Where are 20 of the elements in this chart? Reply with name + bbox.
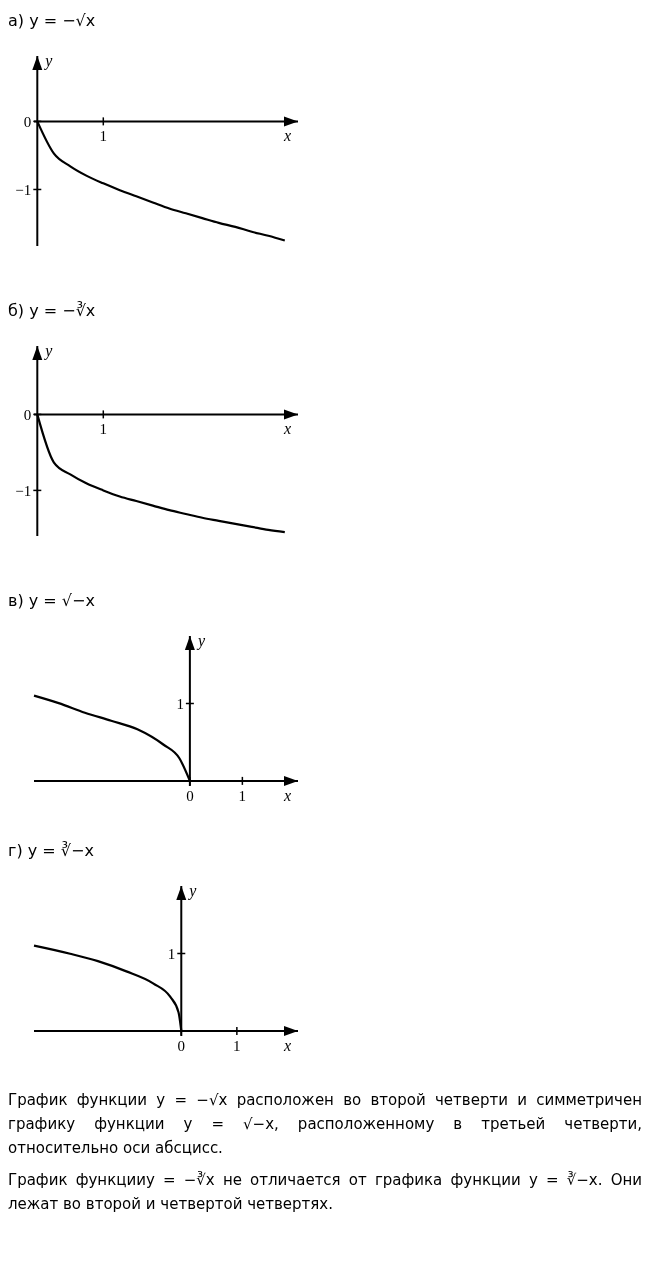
y-axis-title: y [187, 882, 198, 900]
y-tick-label: −1 [15, 482, 32, 499]
text: График функции y = −√x расположен во второй четверти и симметричен графику функции y = √−x, расположенному в третьей четверти, относительно оси абсцисс. [8, 1090, 642, 1159]
y-tick-label: −1 [15, 181, 32, 198]
chart-title: в) y = √−x [8, 591, 95, 610]
y-axis-title: y [195, 632, 206, 650]
text: График функцииy = −∛x не отличается от графика функции y = ∛−x. Они лежат во второй и четвертой четвертях. [8, 1170, 642, 1215]
annotation: 1 [167, 945, 176, 962]
annotation: 1 [176, 695, 184, 712]
y-axis-title: y [43, 52, 54, 70]
x-axis-title: x [283, 1036, 292, 1054]
chart-title: г) y = ∛−x [8, 841, 94, 860]
y-axis-title: y [43, 342, 54, 360]
y-tick-label: 0 [23, 113, 32, 130]
x-axis-title: x [283, 420, 292, 438]
chart-title: б) y = −∛x [8, 301, 96, 320]
x-axis-title: x [283, 786, 292, 804]
x-axis-title: x [283, 127, 292, 145]
chart-title: а) y = −√x [8, 11, 96, 30]
y-tick-label: 0 [23, 406, 32, 423]
